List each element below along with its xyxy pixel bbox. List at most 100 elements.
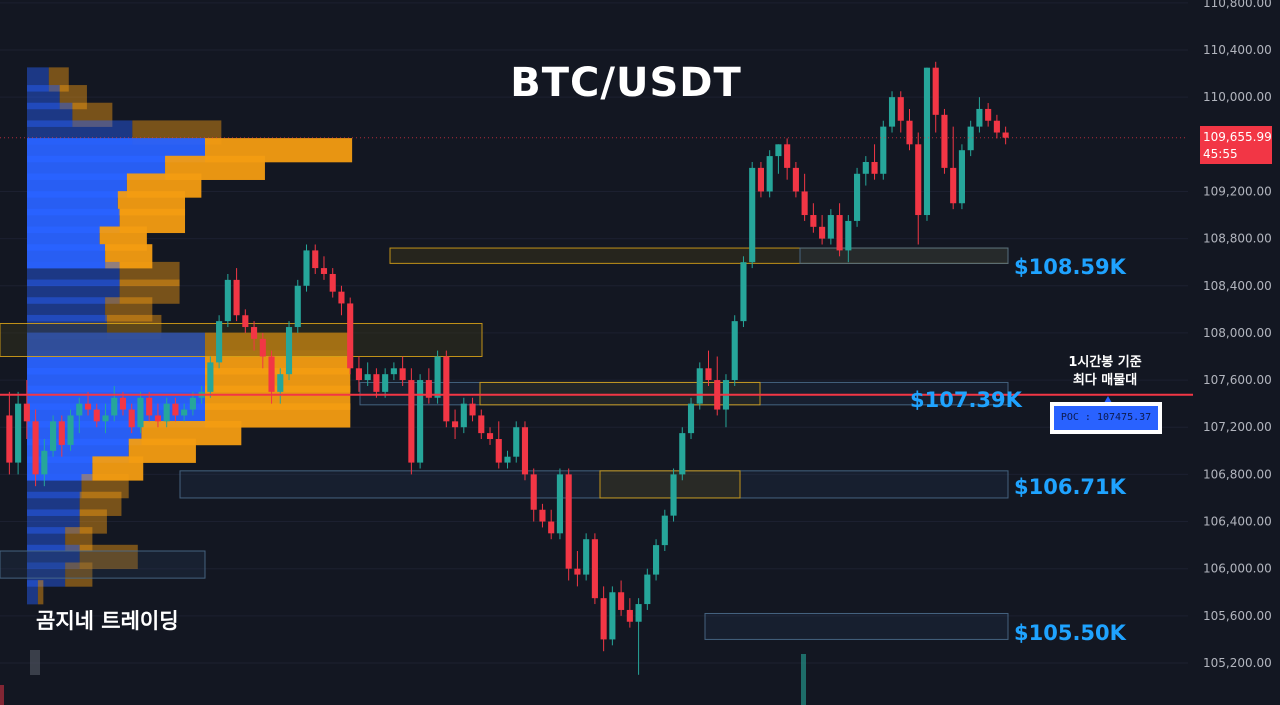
candle-body (347, 303, 354, 369)
candle-body (338, 291, 345, 304)
volume-profile-sell-bar (79, 491, 122, 516)
candle-body (740, 262, 747, 322)
candle-body (312, 250, 319, 269)
candle-body (189, 397, 196, 410)
candle-body (661, 515, 668, 546)
price-zone-box (179, 470, 1009, 499)
candle-body (163, 403, 170, 422)
candle-body (216, 321, 223, 363)
candle-body (259, 338, 266, 357)
candle-body (880, 126, 887, 174)
candle-body (766, 156, 773, 192)
candle-body (775, 144, 782, 157)
candle-body (146, 397, 153, 416)
candle-body (923, 67, 931, 216)
poc-annotation-line2: 최다 매물대 (1072, 373, 1138, 388)
candle-body (478, 415, 485, 434)
candle-body (513, 427, 520, 457)
candle-body (452, 421, 459, 428)
candle-body (888, 97, 896, 127)
volume-profile-buy-bar (27, 261, 120, 287)
candle-body (469, 403, 476, 416)
y-axis-tick-label: 106,000.00 (1203, 562, 1272, 576)
candle-body (32, 421, 39, 475)
volume-profile-sell-bar (105, 297, 153, 322)
volume-profile-buy-bar (27, 509, 80, 534)
candle-body (408, 380, 415, 463)
candle-body (591, 539, 598, 599)
poc-arrow (1104, 396, 1112, 403)
volume-profile-buy-bar (27, 562, 66, 587)
poc-annotation-line1: 1시간봉 기준 (1068, 355, 1142, 370)
candle-body (915, 144, 922, 216)
candle-body (15, 403, 22, 463)
candle-body (443, 356, 450, 422)
candle-body (653, 545, 660, 575)
candle-body (548, 521, 555, 534)
candle-body (862, 161, 869, 174)
candle-body (810, 215, 817, 227)
level-label-105500: $105.50K (1014, 621, 1126, 645)
volume-profile-buy-bar (27, 244, 106, 269)
candle-body (111, 397, 118, 416)
candle-body (224, 279, 231, 322)
candle-body (102, 415, 109, 422)
candle-body (23, 403, 30, 422)
candle-body (181, 409, 188, 416)
volume-profile-buy-bar (27, 527, 66, 552)
candle-body (486, 433, 494, 440)
price-zone-box (799, 247, 1009, 264)
volume-profile-buy-bar (27, 67, 49, 92)
y-axis-tick-label: 108,000.00 (1203, 326, 1272, 340)
volume-profile-sell-bar (81, 474, 129, 499)
candle-body (495, 439, 502, 463)
candle-body (285, 327, 293, 375)
y-axis-tick-label: 110,400.00 (1203, 43, 1272, 57)
candle-body (233, 279, 240, 316)
candle-body (154, 415, 161, 422)
volume-profile-buy-bar (27, 544, 80, 570)
candle-body (644, 574, 651, 605)
candle-body (985, 108, 992, 121)
candle-body (521, 427, 529, 475)
candle-body (836, 215, 843, 251)
volume-profile-sell-bar (37, 580, 44, 605)
candle-body (277, 374, 284, 392)
candle-body (679, 433, 686, 475)
candle-body (50, 421, 57, 451)
candle-body (119, 397, 127, 410)
candle-body (897, 97, 904, 121)
candle-body (242, 315, 249, 328)
candle-body (294, 285, 301, 328)
y-axis-tick-label: 107,600.00 (1203, 373, 1272, 387)
volume-profile-sell-bar (119, 261, 180, 287)
price-zone-box (599, 470, 741, 499)
candle-body (207, 362, 214, 392)
candle-body (251, 327, 258, 339)
y-axis-tick-label: 106,800.00 (1203, 467, 1272, 481)
poc-annotation: 1시간봉 기준 최다 매물대 (1030, 354, 1180, 390)
candle-body (626, 609, 633, 622)
y-axis-tick-label: 108,400.00 (1203, 279, 1272, 293)
candle-body (556, 474, 563, 534)
volume-profile-sell-bar (105, 244, 153, 269)
candle-body (425, 380, 432, 398)
volume-profile-sell-bar (79, 509, 107, 534)
volume-profile-buy-bar (27, 85, 60, 110)
y-axis-tick-label: 110,000.00 (1203, 90, 1272, 104)
candle-body (757, 167, 764, 192)
y-axis-tick-label: 107,200.00 (1203, 420, 1272, 434)
candle-body (93, 409, 100, 422)
candle-body (696, 368, 703, 404)
candle-body (600, 598, 607, 640)
poc-label: POC : 107475.37 (1054, 406, 1158, 430)
candle-body (84, 403, 92, 410)
volume-profile-buy-bar (27, 279, 120, 304)
volume-profile-sell-bar (59, 85, 87, 110)
candle-body (784, 144, 791, 168)
volume-profile-sell-bar (65, 527, 93, 552)
volume-profile-sell-bar (48, 67, 69, 92)
candle-body (67, 415, 74, 445)
candle-body (635, 604, 642, 622)
